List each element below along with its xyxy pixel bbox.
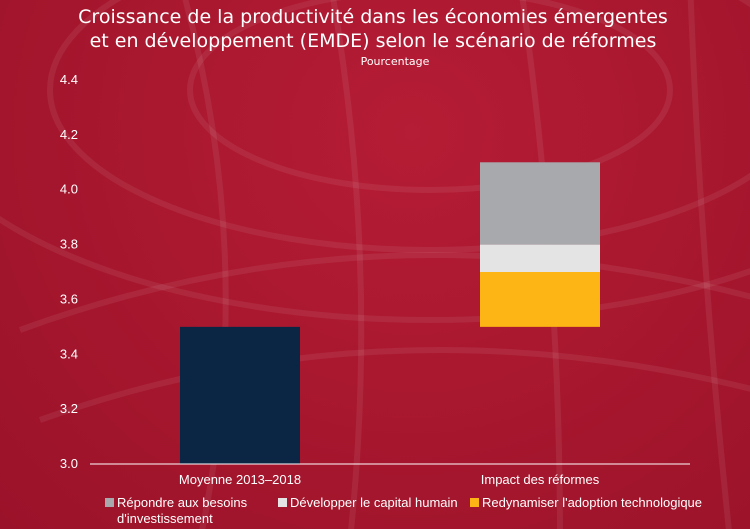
chart-title: Croissance de la productivité dans les é… (78, 6, 668, 52)
legend-swatch (278, 498, 287, 507)
bar-baseline (180, 326, 300, 464)
x-tick-label: Impact des réformes (481, 472, 600, 487)
chart-title-line-2: et en développement (EMDE) selon le scén… (90, 30, 657, 52)
legend-swatch (470, 498, 479, 507)
x-axis-labels: Moyenne 2013–2018 Impact des réformes (179, 472, 600, 487)
y-tick-label: 3.6 (60, 291, 78, 306)
legend-label: d'investissement (117, 511, 213, 526)
y-tick-label: 3.0 (60, 456, 78, 471)
y-tick-label: 4.0 (60, 182, 78, 197)
legend-item: Développer le capital humain (278, 495, 458, 510)
chart-subtitle: Pourcentage (361, 55, 430, 68)
legend-label: Redynamiser l'adoption technologique (482, 495, 702, 510)
bars (180, 162, 600, 464)
bar-segment-2 (480, 162, 600, 245)
y-tick-label: 3.2 (60, 401, 78, 416)
y-tick-label: 4.4 (60, 72, 78, 87)
y-tick-label: 4.2 (60, 127, 78, 142)
legend-label: Répondre aux besoins (117, 495, 248, 510)
bar-segment-1 (480, 244, 600, 272)
y-tick-label: 3.4 (60, 346, 78, 361)
y-axis-ticks: 3.0 3.2 3.4 3.6 3.8 4.0 4.2 4.4 (60, 72, 78, 471)
chart-title-line-1: Croissance de la productivité dans les é… (78, 6, 668, 28)
legend-label: Développer le capital humain (290, 495, 458, 510)
legend-item: Redynamiser l'adoption technologique (470, 495, 702, 510)
bar-segment-0 (480, 272, 600, 327)
legend-swatch (105, 498, 114, 507)
y-tick-label: 3.8 (60, 237, 78, 252)
x-tick-label: Moyenne 2013–2018 (179, 472, 301, 487)
